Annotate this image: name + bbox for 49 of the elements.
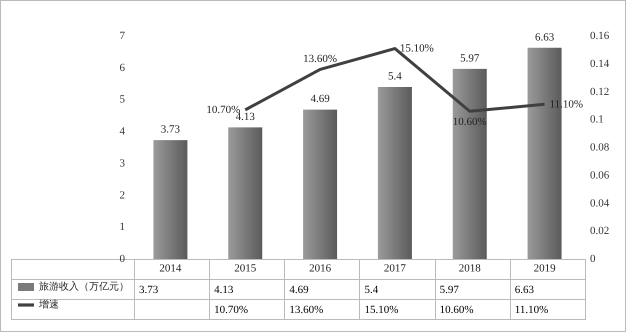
data-label: 6.63 [510,280,586,300]
y-tick-label: 3 [120,157,126,170]
data-label: 13.60% [284,300,360,320]
x-tick-label: 2018 [458,262,482,274]
y2-tick-label: 0.04 [590,197,610,210]
legend-label: 增速 [38,298,59,310]
x-tick-label: 2016 [309,262,332,274]
text: 15.10% [400,42,434,55]
y-tick-label: 2 [120,189,125,202]
y-tick-label: 0 [120,253,126,265]
x-tick-label: 2017 [384,262,406,274]
y-tick-label: 5 [120,94,126,106]
y2-tick-label: 0.02 [590,225,610,238]
bar [378,86,412,259]
y2-tick-label: 0.12 [590,86,610,98]
y-tick-label: 7 [120,30,126,42]
bar [153,140,188,259]
x-tick-label: 2019 [534,262,556,274]
y2-tick-label: 0.1 [590,114,604,126]
y2-tick-label: 0.08 [590,142,610,154]
y2-tick-label: 0.16 [590,30,610,42]
bar [228,127,262,259]
bar [452,68,487,259]
data-label: 15.10% [360,300,436,320]
data-label: 4.69 [284,280,360,300]
bar [303,110,338,259]
x-tick-label: 2015 [234,262,257,274]
legend-label: 旅游收入（万亿元） [39,280,129,292]
data-label: 10.70% [210,300,285,320]
y-tick-label: 6 [120,62,126,74]
text: 6.63 [534,31,554,44]
data-label: 10.60% [435,300,510,320]
text: 13.60% [303,52,338,65]
text: 5.4 [388,70,402,82]
text: 10.60% [452,116,487,128]
text: 4.69 [310,93,330,106]
text: 5.97 [460,52,480,64]
data-label: 4.13 [210,280,285,300]
data-label: 5.97 [435,280,510,300]
x-tick-label: 2014 [159,262,182,274]
data-label: 5.4 [360,280,436,300]
y-tick-label: 4 [120,126,126,138]
data-label: 11.10% [510,300,586,320]
y2-tick-label: 0.14 [590,58,610,70]
y2-tick-label: 0 [590,253,596,265]
text: 3.73 [160,124,180,136]
y2-tick-label: 0.06 [590,169,610,182]
data-label: 3.73 [134,280,210,300]
y-tick-label: 1 [120,221,125,234]
